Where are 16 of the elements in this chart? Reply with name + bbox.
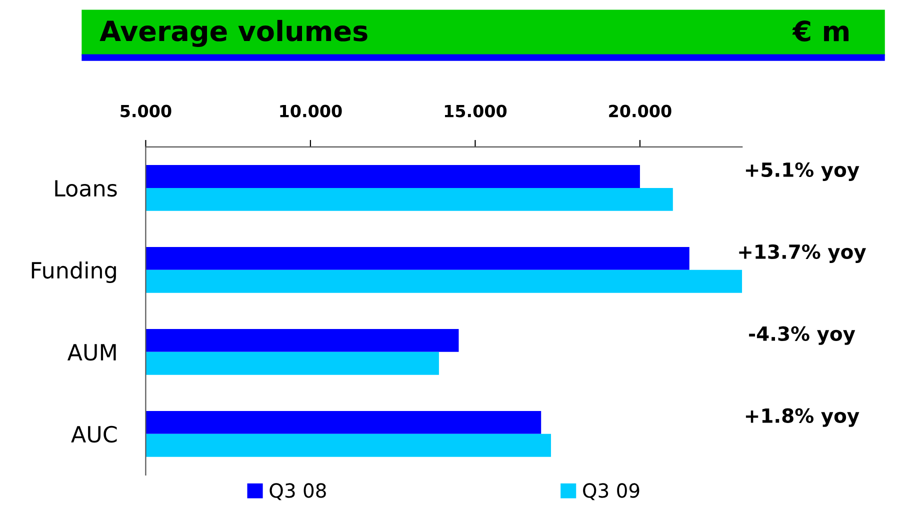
y-tick-label: Loans bbox=[55, 180, 117, 197]
legend-label: Q3 09 bbox=[583, 483, 640, 500]
chart-title: Average volumes bbox=[100, 20, 368, 48]
y-tick-label: AUM bbox=[67, 344, 116, 361]
legend-label: Q3 08 bbox=[270, 483, 326, 500]
annotation: +13.7% yoy bbox=[739, 244, 866, 263]
x-tick-label: 15.000 bbox=[444, 104, 507, 118]
text: € m bbox=[792, 20, 849, 42]
text: +5.1% yoy bbox=[746, 162, 860, 181]
text: -4.3% yoy bbox=[749, 326, 856, 345]
x-tick-label: 5.000 bbox=[120, 104, 172, 118]
text: +1.8% yoy bbox=[746, 408, 860, 427]
x-tick-label: 20.000 bbox=[609, 104, 672, 118]
y-tick-label: Funding bbox=[32, 261, 116, 283]
x-tick-label: 10.000 bbox=[280, 104, 342, 118]
y-tick-label: AUC bbox=[71, 426, 117, 443]
